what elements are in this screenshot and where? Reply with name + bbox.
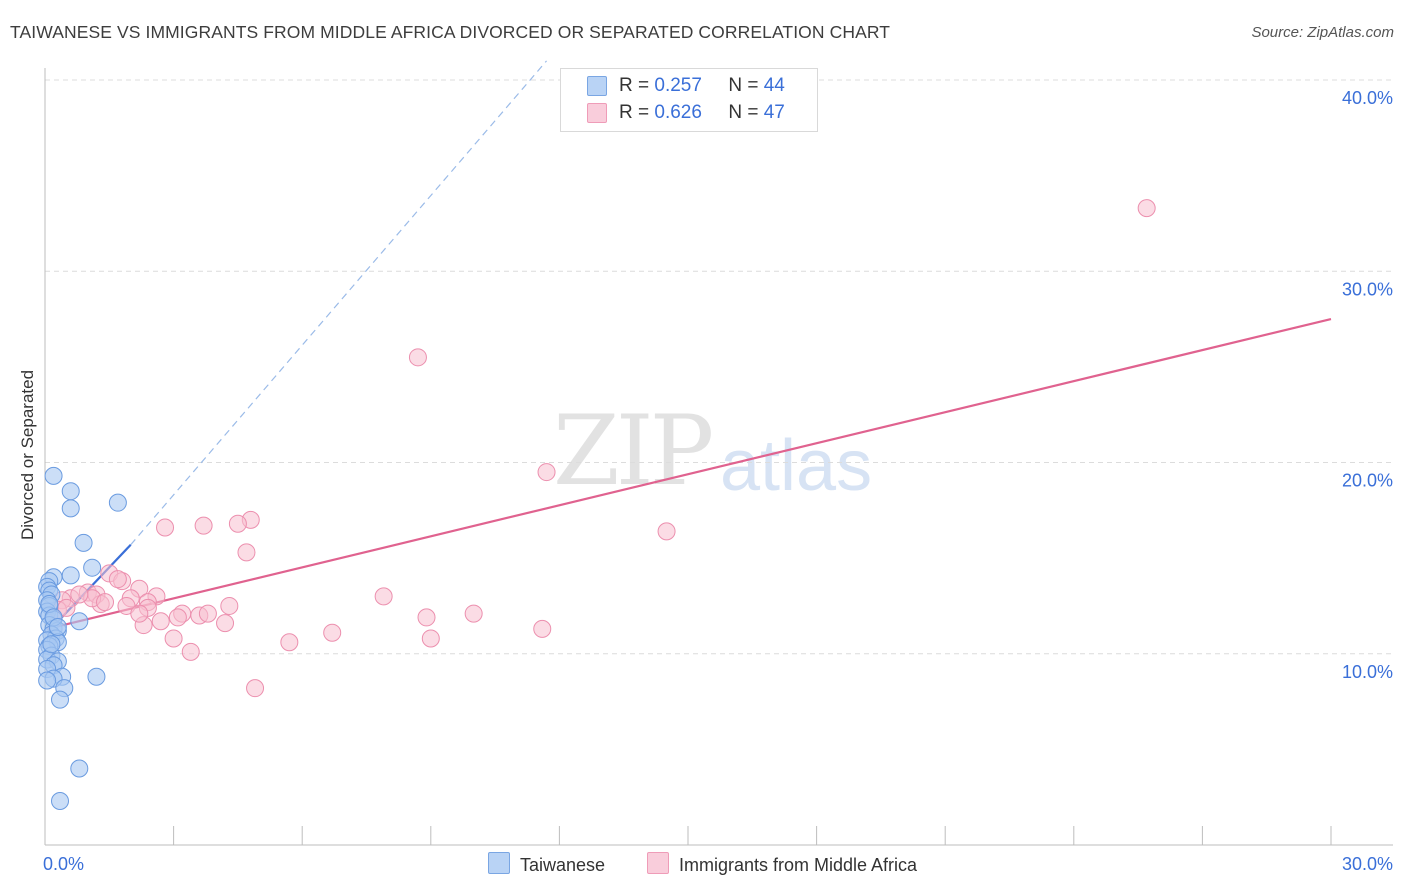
africa-point: [417, 608, 436, 627]
africa-point: [130, 604, 149, 623]
source-label: Source: ZipAtlas.com: [1251, 24, 1394, 41]
watermark-atlas: atlas: [720, 426, 873, 506]
data-points: [38, 199, 1156, 811]
africa-point: [194, 516, 213, 535]
africa-point: [280, 633, 299, 652]
tick-labels: 10.0% 20.0% 30.0% 40.0% 0.0% 30.0%: [43, 88, 1393, 874]
africa-point: [164, 629, 183, 648]
bottom-legend-taiwanese: Taiwanese: [488, 852, 605, 876]
africa-point: [198, 604, 217, 623]
x-tick-label: 0.0%: [43, 854, 84, 874]
africa-point: [421, 629, 440, 648]
africa-point: [533, 619, 552, 638]
legend-n-value: 44: [763, 75, 785, 96]
africa-point: [108, 570, 127, 589]
legend-r-label: R =: [619, 102, 650, 123]
taiwanese-point: [38, 671, 57, 690]
africa-point: [96, 593, 115, 612]
africa-point: [181, 642, 200, 661]
africa-point: [168, 608, 187, 627]
taiwanese-point: [48, 617, 67, 636]
taiwanese-trend-extrapolated: [130, 60, 547, 546]
africa-point: [151, 612, 170, 631]
y-tick-label: 40.0%: [1342, 88, 1393, 108]
taiwanese-point: [108, 493, 127, 512]
taiwanese-point: [61, 482, 80, 501]
taiwanese-point: [42, 635, 61, 654]
africa-point: [237, 543, 256, 562]
y-tick-label: 10.0%: [1342, 662, 1393, 682]
legend-n-value: 47: [763, 102, 785, 123]
bottom-legend-label-africa: Immigrants from Middle Africa: [679, 855, 918, 875]
y-tick-label: 20.0%: [1342, 471, 1393, 491]
africa-point: [156, 518, 175, 537]
africa-point: [216, 614, 235, 633]
legend-r-value: 0.257: [654, 75, 702, 96]
africa-trend-line: [46, 317, 1332, 630]
legend-n-label: N =: [728, 75, 759, 96]
taiwanese-point: [61, 566, 80, 585]
africa-point: [657, 522, 676, 541]
taiwanese-point: [70, 612, 89, 631]
africa-point: [220, 596, 239, 615]
axes: [44, 68, 1393, 846]
taiwanese-point: [70, 759, 89, 778]
africa-point: [323, 623, 342, 642]
gridlines: [45, 79, 1395, 655]
legend-swatch-africa: [587, 103, 607, 123]
bottom-legend-africa: Immigrants from Middle Africa: [647, 852, 917, 876]
bottom-legend-swatch-africa: [647, 852, 669, 874]
taiwanese-point: [87, 667, 106, 686]
legend-swatch-taiwanese: [587, 76, 607, 96]
x-tick-label: 30.0%: [1342, 854, 1393, 874]
taiwanese-point: [51, 792, 70, 811]
bottom-legend-label-taiwanese: Taiwanese: [520, 855, 606, 875]
taiwanese-point: [83, 558, 102, 577]
legend-n-label: N =: [728, 102, 759, 123]
taiwanese-point: [74, 533, 93, 552]
africa-point: [70, 585, 89, 604]
africa-point: [246, 679, 265, 698]
africa-point: [1137, 199, 1156, 218]
taiwanese-point: [51, 690, 70, 709]
correlation-legend: R = 0.257 N = 44 R = 0.626 N = 47: [560, 68, 818, 132]
africa-point: [464, 604, 483, 623]
bottom-legend-swatch-taiwanese: [488, 852, 510, 874]
taiwanese-point: [44, 466, 63, 485]
africa-point: [228, 514, 247, 533]
y-tick-label: 30.0%: [1342, 279, 1393, 299]
africa-point: [537, 463, 556, 482]
africa-point: [374, 587, 393, 606]
chart-title: TAIWANESE VS IMMIGRANTS FROM MIDDLE AFRI…: [10, 22, 891, 42]
taiwanese-point: [61, 499, 80, 518]
legend-r-label: R =: [619, 75, 650, 96]
africa-point: [408, 348, 427, 367]
legend-r-value: 0.626: [654, 102, 702, 123]
